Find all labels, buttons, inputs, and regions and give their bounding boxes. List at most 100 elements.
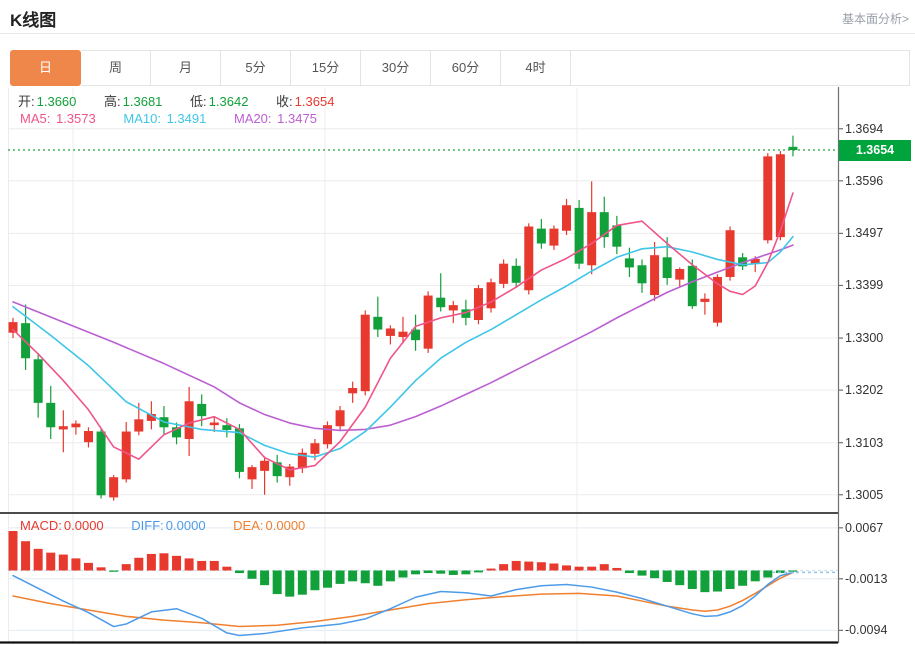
candle-body xyxy=(549,228,559,246)
macd-bar xyxy=(700,570,710,593)
tab-5分[interactable]: 5分 xyxy=(221,50,291,86)
page-title: K线图 xyxy=(10,11,57,30)
candle-body xyxy=(662,257,672,279)
fundamental-analysis-link[interactable]: 基本面分析> xyxy=(841,12,909,26)
candle-body xyxy=(511,265,521,283)
candle-body xyxy=(385,328,395,336)
macd-bar xyxy=(612,567,622,571)
candle-body xyxy=(360,314,370,392)
macd-bar xyxy=(423,570,433,574)
macd-bar xyxy=(448,570,458,575)
macd-bar xyxy=(599,564,609,571)
macd-bar xyxy=(96,567,106,571)
tab-60分[interactable]: 60分 xyxy=(431,50,501,86)
tab-日[interactable]: 日 xyxy=(10,50,81,86)
candle-body xyxy=(461,309,471,318)
candle-body xyxy=(33,359,43,403)
macd-bar xyxy=(536,562,546,571)
macd-bar xyxy=(83,562,93,571)
price-tick-label: 1.3596 xyxy=(845,173,884,188)
macd-bar xyxy=(750,570,760,582)
dea-value-legend: DEA: 0.0000 xyxy=(233,518,306,533)
macd-bar xyxy=(486,568,496,571)
tab-4时[interactable]: 4时 xyxy=(501,50,571,86)
macd-bar xyxy=(197,560,207,571)
macd-bar xyxy=(687,570,697,589)
macd-tick-label: 0.0067 xyxy=(845,520,884,535)
macd-bar xyxy=(58,554,68,571)
macd-bar xyxy=(109,570,119,572)
macd-bar xyxy=(297,570,307,595)
candle-body xyxy=(134,419,144,432)
macd-bar xyxy=(788,570,798,572)
tab-15分[interactable]: 15分 xyxy=(291,50,361,86)
ma5-line xyxy=(12,192,794,471)
candle-body xyxy=(172,427,182,438)
macd-bar xyxy=(46,552,56,571)
tab-周[interactable]: 周 xyxy=(81,50,151,86)
price-tick-label: 1.3497 xyxy=(845,226,884,241)
macd-bar xyxy=(385,570,395,582)
candle-body xyxy=(637,265,647,284)
ohlc-high: 高: 1.3681 xyxy=(104,94,163,109)
macd-bar xyxy=(461,570,471,575)
macd-bar xyxy=(159,553,169,571)
candle-body xyxy=(46,402,56,428)
candle-body xyxy=(436,297,446,308)
candle-body xyxy=(448,305,458,311)
macd-bar xyxy=(222,566,232,571)
macd-legend: MACD: 0.0000 DIFF: 0.0000 DEA: 0.0000 xyxy=(20,518,329,533)
period-tab-bar: 日周月 5分 15分 30分 60分 4时 xyxy=(10,50,910,86)
ma-legend: MA5: 1.3573 MA10: 1.3491 MA20: 1.3475 xyxy=(20,111,341,126)
candle-body xyxy=(184,401,194,439)
macd-bar xyxy=(499,564,509,571)
candle-body xyxy=(83,431,93,443)
candle-body xyxy=(750,258,760,264)
candle-body xyxy=(599,212,609,238)
macd-bar xyxy=(360,570,370,584)
macd-bar xyxy=(323,570,332,588)
candle-body xyxy=(788,146,798,150)
macd-bar xyxy=(134,557,144,571)
candle-body xyxy=(524,226,534,291)
macd-bar xyxy=(335,570,345,584)
macd-bar xyxy=(348,570,358,582)
diff-value-legend: DIFF: 0.0000 xyxy=(131,518,206,533)
candle-body xyxy=(348,387,358,394)
candle-body xyxy=(247,467,257,480)
candle-body xyxy=(624,258,634,268)
candle-body xyxy=(411,329,421,341)
macd-bar xyxy=(234,570,244,574)
ohlc-legend: 开: 1.3660 高: 1.3681 低: 1.3642 收: 1.3654 xyxy=(18,91,358,110)
tab-30分[interactable]: 30分 xyxy=(361,50,431,86)
candle-body xyxy=(272,462,282,477)
macd-bar xyxy=(285,570,295,597)
price-tick-label: 1.3300 xyxy=(845,331,884,346)
macd-bar xyxy=(675,570,685,586)
macd-bar xyxy=(247,570,257,579)
candle-body xyxy=(725,230,735,277)
header-divider xyxy=(0,33,915,34)
candle-body xyxy=(71,423,81,428)
candle-body xyxy=(712,276,722,323)
macd-bar xyxy=(624,570,634,574)
macd-tick-label: -0.0013 xyxy=(845,571,888,586)
price-tick-label: 1.3399 xyxy=(845,278,884,293)
current-price-badge: 1.3654 xyxy=(839,139,911,161)
macd-bar xyxy=(436,570,446,574)
candle-body xyxy=(612,225,622,247)
candle-body xyxy=(587,212,597,266)
candle-body xyxy=(260,460,270,471)
macd-bar xyxy=(725,570,735,589)
tab-月[interactable]: 月 xyxy=(151,50,221,86)
candle-body xyxy=(209,422,219,426)
macd-bar xyxy=(373,570,383,586)
macd-bar xyxy=(511,560,521,571)
candle-body xyxy=(310,443,320,454)
price-tick-label: 1.3005 xyxy=(845,487,884,502)
candle-body xyxy=(687,265,697,307)
macd-bar xyxy=(184,558,194,571)
ohlc-open: 开: 1.3660 xyxy=(18,94,77,109)
tab-bar-filler xyxy=(571,50,910,86)
